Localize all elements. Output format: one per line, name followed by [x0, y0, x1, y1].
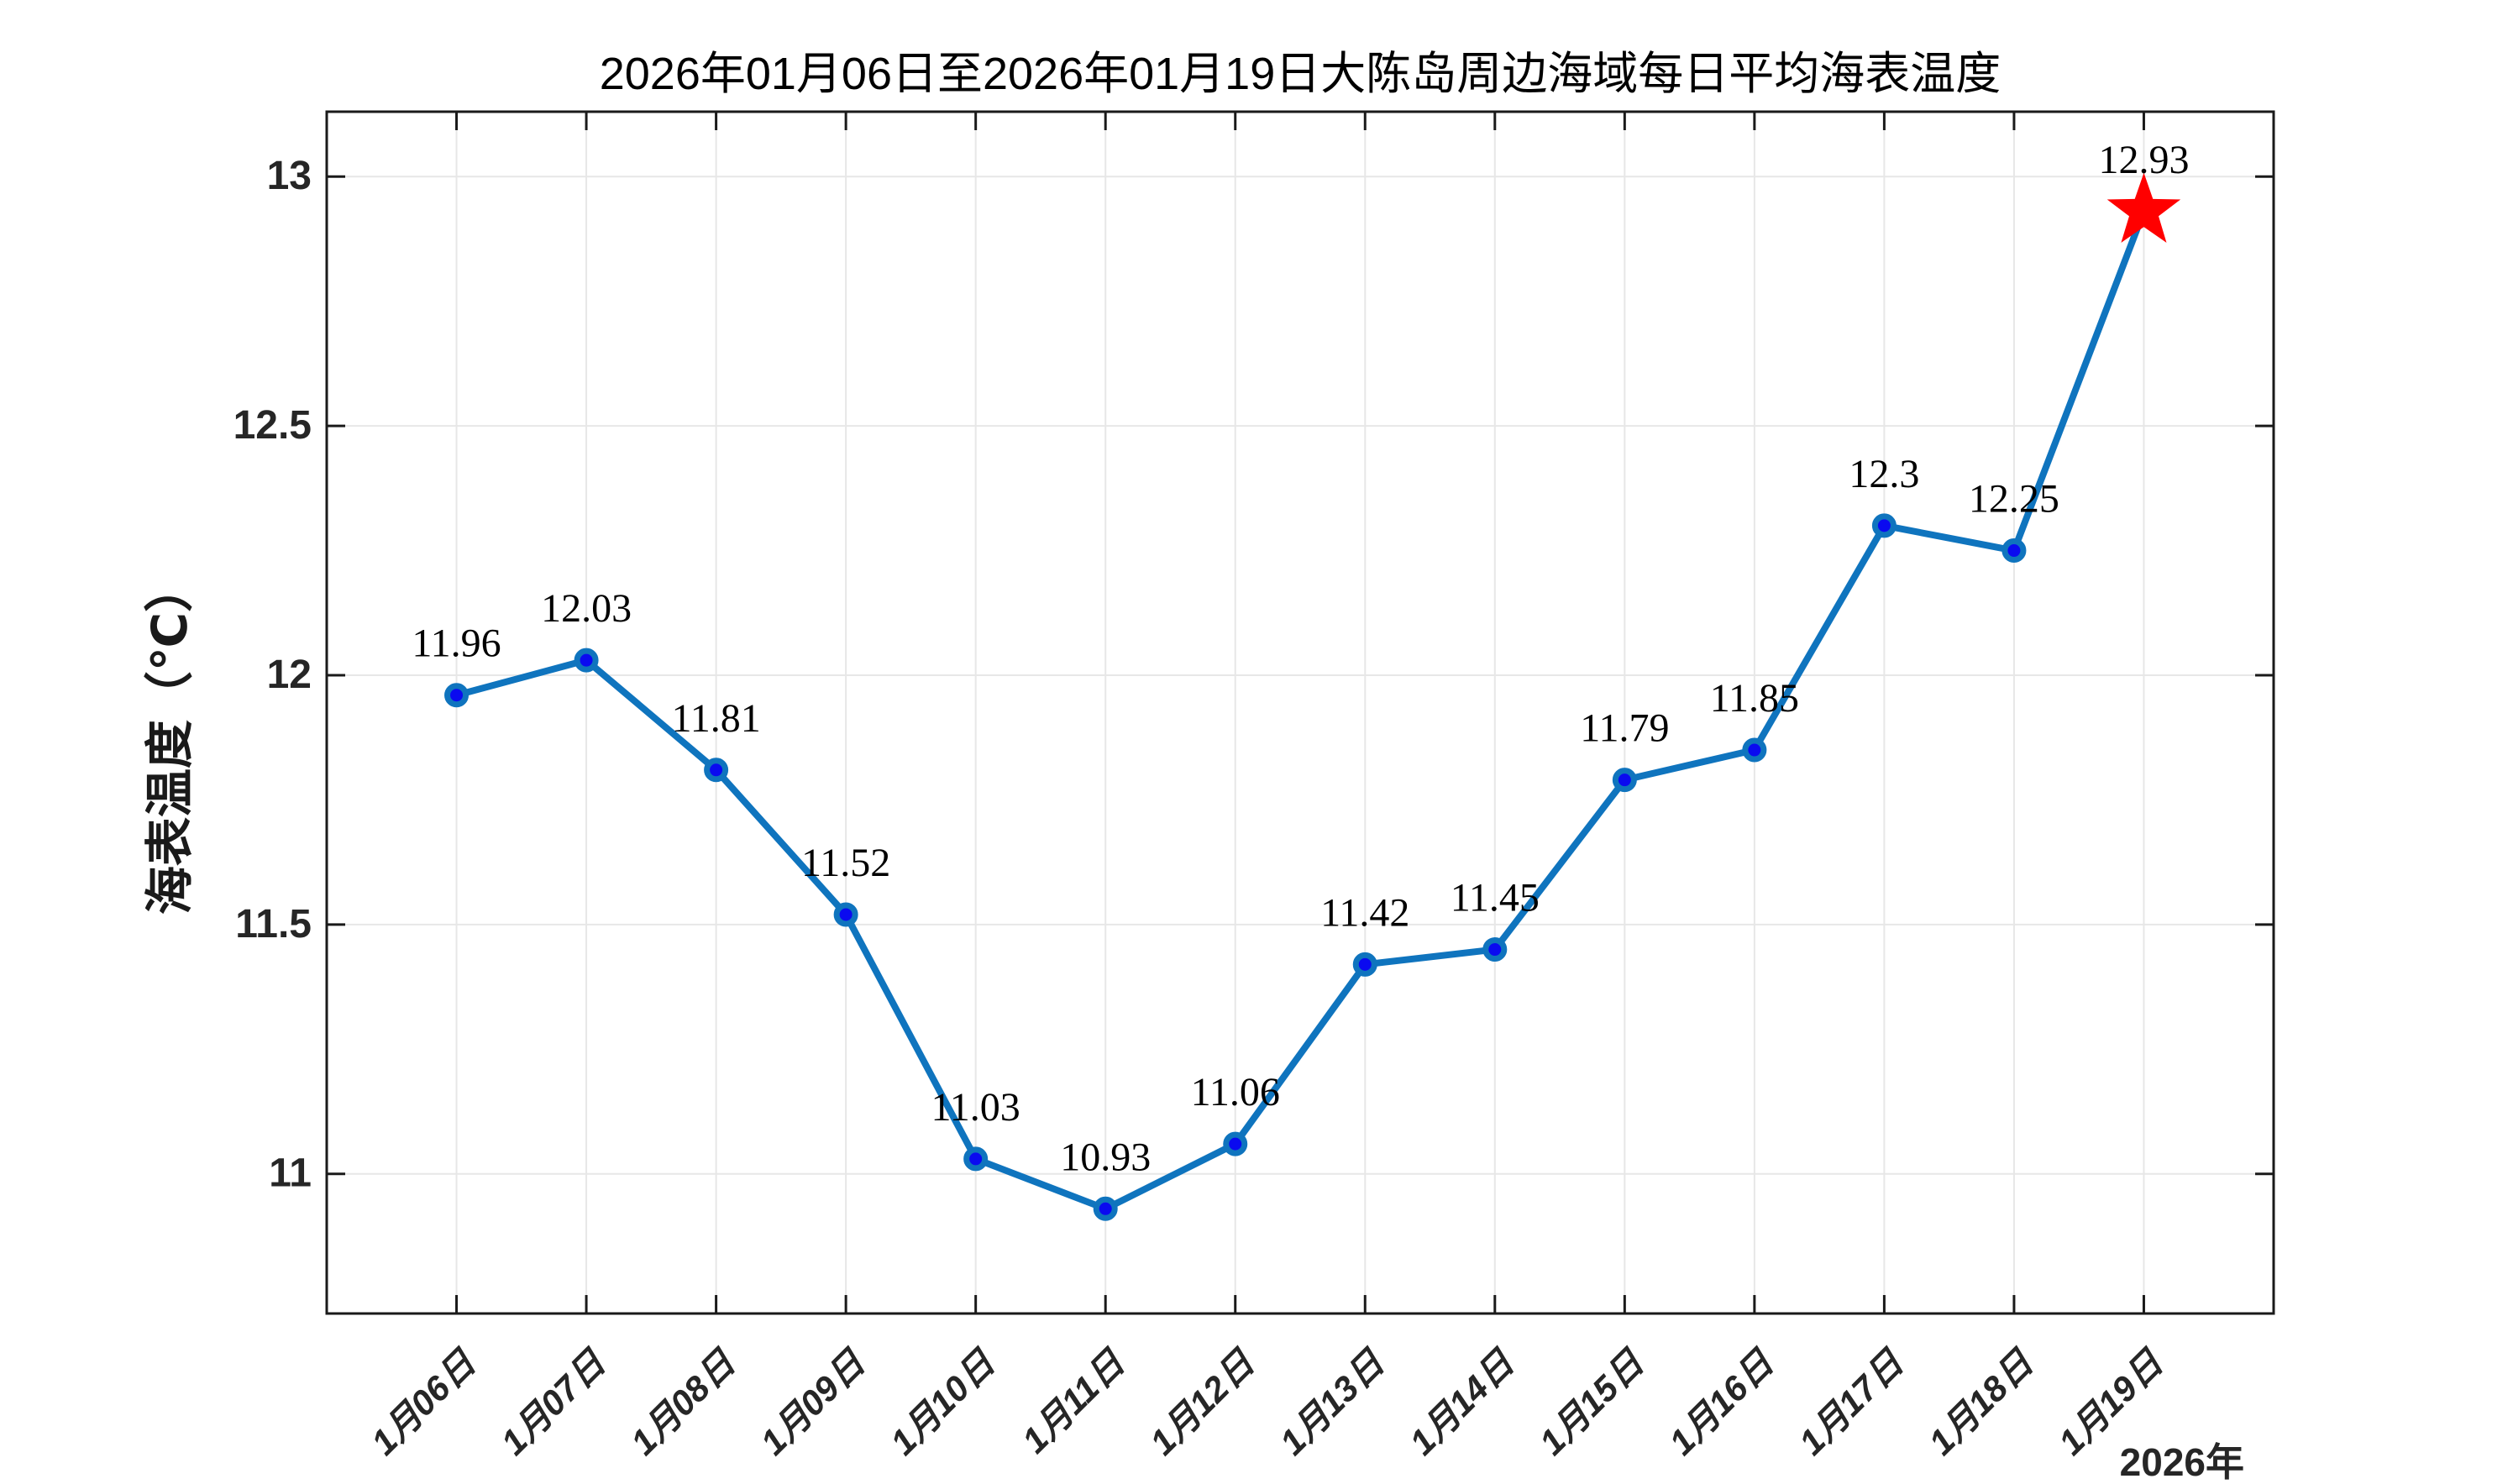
point-value-label: 10.93: [1060, 1135, 1151, 1179]
x-tick-label: 1月11日: [1015, 1342, 1133, 1460]
data-point-marker: [833, 902, 858, 927]
x-tick-label: 1月13日: [1272, 1342, 1393, 1463]
x-tick-label: 1月12日: [1142, 1342, 1263, 1463]
axes-box: [325, 110, 2275, 1315]
point-value-label: 11.79: [1580, 706, 1669, 751]
data-point-marker: [704, 758, 729, 783]
y-tick-label: 11: [269, 1151, 312, 1196]
point-value-label: 11.45: [1451, 876, 1540, 920]
point-value-label: 12.3: [1849, 452, 1919, 496]
data-point-marker: [1223, 1131, 1248, 1156]
point-value-label: 11.81: [671, 696, 760, 741]
x-tick-label: 1月17日: [1792, 1342, 1912, 1463]
highlight-star-marker: [2106, 172, 2181, 243]
y-tick-label: 13: [267, 154, 312, 198]
x-tick-label: 1月16日: [1661, 1342, 1782, 1463]
data-point-marker: [1871, 513, 1897, 538]
x-tick-label: 1月09日: [753, 1342, 874, 1463]
point-value-label: 11.03: [931, 1085, 1020, 1130]
point-value-label: 12.93: [2098, 138, 2189, 182]
data-point-marker: [444, 683, 470, 708]
point-value-label: 11.52: [801, 841, 890, 885]
x-tick-label: 1月18日: [1921, 1342, 2042, 1463]
point-value-label: 12.25: [1969, 477, 2059, 522]
data-point-marker: [1742, 737, 1767, 763]
x-axis-year-label: 2026年: [2120, 1440, 2244, 1484]
y-tick-label: 11.5: [235, 902, 312, 947]
y-axis-label: 海表温度（℃）: [143, 564, 197, 915]
data-point-marker: [963, 1146, 989, 1172]
temperature-line: [453, 207, 2148, 1213]
data-point-marker: [1093, 1196, 1118, 1221]
x-tick-label: 1月14日: [1402, 1342, 1523, 1463]
x-tick-label: 1月06日: [364, 1342, 485, 1463]
x-tick-label: 1月08日: [623, 1342, 744, 1463]
data-point-marker: [1482, 937, 1508, 962]
point-value-label: 11.42: [1320, 890, 1409, 935]
point-value-label: 11.06: [1191, 1070, 1280, 1114]
chart-title: 2026年01月06日至2026年01月19日大陈岛周边海域每日平均海表温度: [600, 49, 2001, 99]
y-tick-label: 12: [267, 653, 312, 697]
x-tick-label: 1月07日: [493, 1342, 614, 1463]
data-point-marker: [574, 648, 599, 673]
x-tick-label: 1月15日: [1532, 1342, 1653, 1463]
point-value-label: 12.03: [541, 586, 632, 631]
data-point-marker: [2001, 538, 2027, 564]
x-tick-label: 1月10日: [883, 1342, 1004, 1463]
data-point-marker: [1612, 768, 1637, 793]
point-value-label: 11.85: [1710, 676, 1799, 721]
data-point-marker: [1352, 952, 1377, 977]
point-value-label: 11.96: [412, 621, 501, 666]
y-tick-label: 12.5: [233, 403, 312, 448]
